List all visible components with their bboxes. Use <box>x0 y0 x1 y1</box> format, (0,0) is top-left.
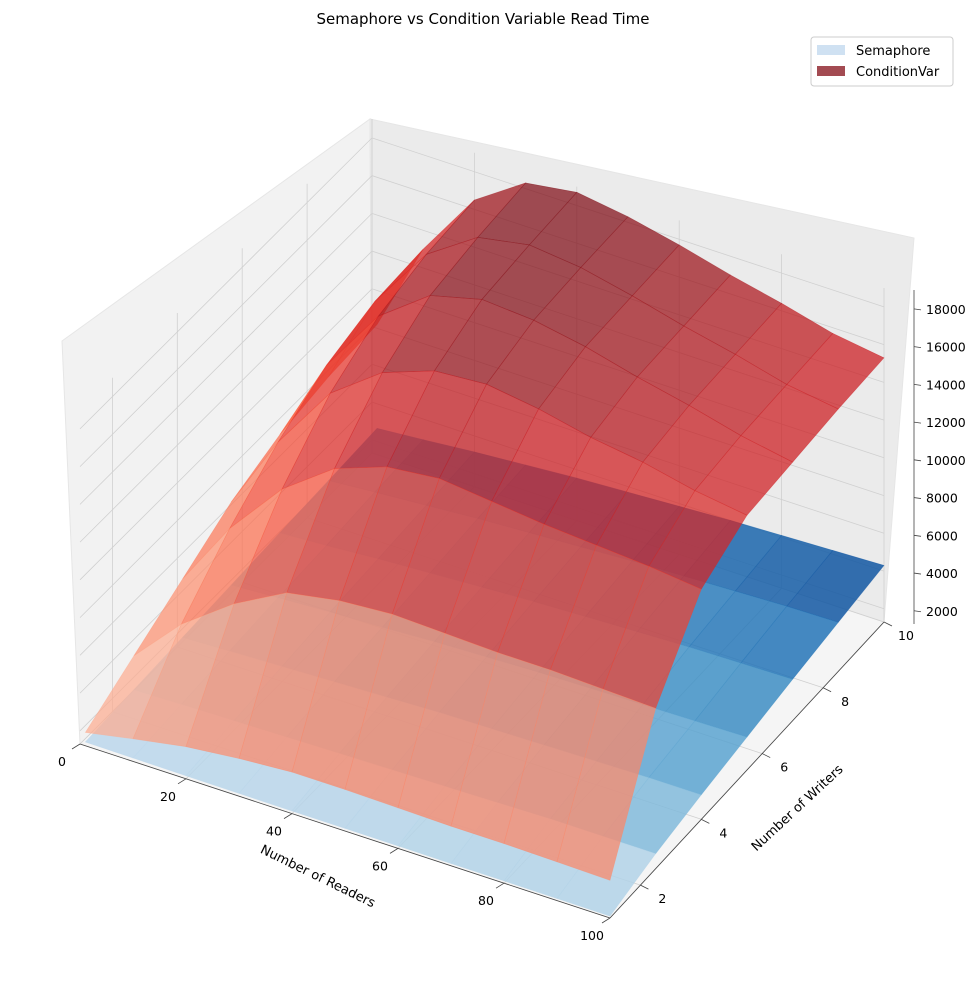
z-tick-mark-18000 <box>913 308 922 311</box>
legend: Semaphore ConditionVar <box>810 36 954 87</box>
z-tick-mark-6000 <box>913 534 922 537</box>
z-tick-label-16000: 16000 <box>926 340 966 355</box>
x-tick-label-0: 0 <box>58 754 66 769</box>
x-axis-label: Number of Readers <box>258 843 378 912</box>
surfaces <box>84 182 885 917</box>
x-axis-line <box>79 743 611 919</box>
x-tick-label-40: 40 <box>266 824 282 839</box>
z-tick-mark-8000 <box>913 497 922 499</box>
x-tick-mark-40 <box>283 813 293 819</box>
z-tick-mark-2000 <box>913 610 922 613</box>
y-tick-label-4: 4 <box>719 825 727 840</box>
legend-frame <box>810 36 954 87</box>
z-tick-mark-14000 <box>913 383 922 386</box>
z-tick-mark-4000 <box>913 572 922 575</box>
y-tick-mark-2 <box>640 884 649 890</box>
z-tick-mark-10000 <box>913 459 922 462</box>
z-tick-label-2000: 2000 <box>926 604 958 619</box>
y-axis-ticks: 2 4 6 8 10 <box>640 621 914 906</box>
y-axis-line <box>609 621 885 919</box>
y-tick-label-10: 10 <box>898 628 914 643</box>
x-tick-mark-80 <box>495 882 505 889</box>
y-tick-mark-8 <box>822 687 832 693</box>
chart-title: Semaphore vs Condition Variable Read Tim… <box>316 10 649 28</box>
axis-lines <box>79 290 915 919</box>
legend-label-semaphore: Semaphore <box>856 44 930 59</box>
grid-z-18000 <box>79 137 885 430</box>
z-tick-label-6000: 6000 <box>926 528 958 543</box>
legend-label-conditionvar: ConditionVar <box>856 65 940 80</box>
x-tick-mark-20 <box>177 778 187 785</box>
z-axis-ticks: 2000 4000 6000 8000 10000 12000 14000 16000 1800… <box>913 302 966 619</box>
x-axis-ticks: 0 20 40 60 80 100 <box>58 743 611 943</box>
y-tick-label-6: 6 <box>780 760 788 775</box>
y-tick-mark-10 <box>883 621 893 627</box>
x-tick-mark-0 <box>71 743 81 750</box>
z-tick-label-18000: 18000 <box>926 302 966 317</box>
y-tick-label-8: 8 <box>841 694 849 709</box>
z-tick-label-12000: 12000 <box>926 415 966 430</box>
y-tick-label-2: 2 <box>658 891 666 906</box>
z-tick-label-8000: 8000 <box>926 491 958 506</box>
x-tick-label-20: 20 <box>160 789 176 804</box>
x-tick-mark-60 <box>389 848 399 854</box>
z-tick-mark-12000 <box>913 421 922 424</box>
z-tick-label-10000: 10000 <box>926 453 966 468</box>
y-axis-label: Number of Writers <box>749 762 847 855</box>
legend-swatch-semaphore <box>817 45 845 55</box>
x-tick-label-60: 60 <box>372 858 388 873</box>
y-tick-mark-4 <box>701 818 710 824</box>
conditionvar-cell-4-9 <box>740 384 839 463</box>
y-tick-mark-6 <box>762 753 771 758</box>
surface-conditionvar <box>84 182 885 881</box>
x-tick-label-80: 80 <box>478 893 494 908</box>
conditionvar-cell-0-9 <box>556 688 657 881</box>
z-tick-label-14000: 14000 <box>926 377 966 392</box>
x-tick-label-100: 100 <box>580 928 604 943</box>
conditionvar-cell-3-9 <box>694 435 794 516</box>
z-tick-mark-16000 <box>913 346 922 349</box>
z-tick-label-4000: 4000 <box>926 566 958 581</box>
x-tick-mark-100 <box>601 917 611 924</box>
conditionvar-cell-1-9 <box>602 565 702 709</box>
legend-swatch-conditionvar <box>817 66 845 76</box>
